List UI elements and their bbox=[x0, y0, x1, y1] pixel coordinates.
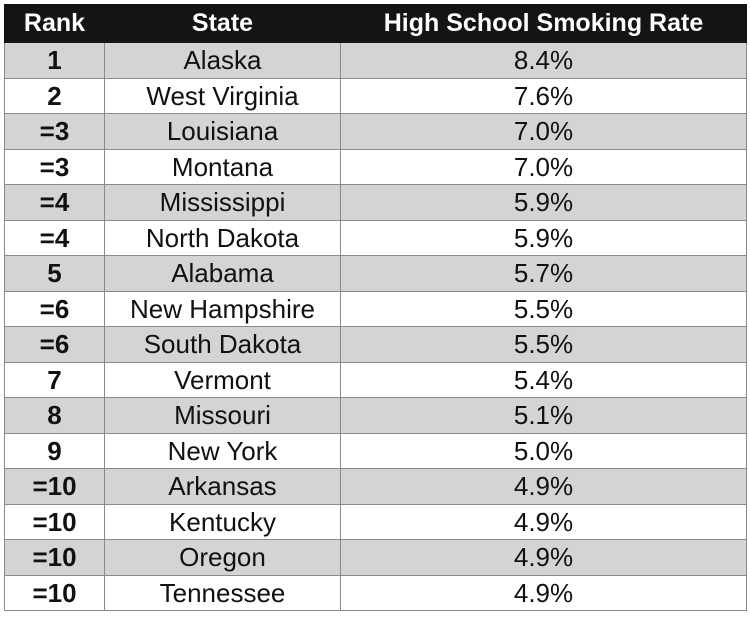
rank-cell: =10 bbox=[4, 539, 105, 576]
column-header: Rank bbox=[4, 4, 105, 43]
table-row: 9 New York 5.0% bbox=[4, 432, 747, 469]
rank-cell: =3 bbox=[4, 113, 105, 150]
table-row: =3 Montana 7.0% bbox=[4, 148, 747, 185]
table-row: =10 Oregon 4.9% bbox=[4, 539, 747, 576]
rate-cell: 5.9% bbox=[340, 219, 747, 256]
table-row: =10 Arkansas 4.9% bbox=[4, 468, 747, 505]
state-cell: Tennessee bbox=[104, 574, 341, 611]
state-cell: North Dakota bbox=[104, 219, 341, 256]
table-row: =6 South Dakota 5.5% bbox=[4, 326, 747, 363]
rate-cell: 4.9% bbox=[340, 468, 747, 505]
table-row: =4 Mississippi 5.9% bbox=[4, 184, 747, 221]
rate-cell: 5.5% bbox=[340, 326, 747, 363]
state-cell: New Hampshire bbox=[104, 290, 341, 327]
rate-cell: 5.5% bbox=[340, 290, 747, 327]
table-row: =4 North Dakota 5.9% bbox=[4, 219, 747, 256]
state-cell: Vermont bbox=[104, 361, 341, 398]
table-row: =10 Kentucky 4.9% bbox=[4, 503, 747, 540]
rank-cell: 1 bbox=[4, 42, 105, 79]
header-row: Rank State High School Smoking Rate bbox=[4, 4, 747, 43]
rate-cell: 7.0% bbox=[340, 148, 747, 185]
rank-cell: 7 bbox=[4, 361, 105, 398]
rate-cell: 5.7% bbox=[340, 255, 747, 292]
state-cell: Alabama bbox=[104, 255, 341, 292]
column-header: High School Smoking Rate bbox=[340, 4, 747, 43]
rate-cell: 7.6% bbox=[340, 77, 747, 114]
state-cell: Arkansas bbox=[104, 468, 341, 505]
state-cell: West Virginia bbox=[104, 77, 341, 114]
rank-cell: 8 bbox=[4, 397, 105, 434]
ranking-table: Rank State High School Smoking Rate 1 Alask… bbox=[4, 4, 747, 611]
table-body: 1 Alaska 8.4% 2 West Virginia 7.6% =3 Louisiana… bbox=[4, 42, 747, 611]
rate-cell: 5.4% bbox=[340, 361, 747, 398]
table-row: =10 Tennessee 4.9% bbox=[4, 574, 747, 611]
table-row: =6 New Hampshire 5.5% bbox=[4, 290, 747, 327]
table-container: Rank State High School Smoking Rate 1 Alask… bbox=[4, 4, 747, 611]
rank-cell: =6 bbox=[4, 326, 105, 363]
state-cell: Oregon bbox=[104, 539, 341, 576]
table-row: 7 Vermont 5.4% bbox=[4, 361, 747, 398]
table-row: 2 West Virginia 7.6% bbox=[4, 77, 747, 114]
state-cell: Alaska bbox=[104, 42, 341, 79]
rate-cell: 5.9% bbox=[340, 184, 747, 221]
state-cell: New York bbox=[104, 432, 341, 469]
table-row: 8 Missouri 5.1% bbox=[4, 397, 747, 434]
state-cell: Louisiana bbox=[104, 113, 341, 150]
rank-cell: =10 bbox=[4, 503, 105, 540]
column-header: State bbox=[104, 4, 341, 43]
table-row: 1 Alaska 8.4% bbox=[4, 42, 747, 79]
rank-cell: =6 bbox=[4, 290, 105, 327]
rate-cell: 8.4% bbox=[340, 42, 747, 79]
rate-cell: 4.9% bbox=[340, 539, 747, 576]
table-row: =3 Louisiana 7.0% bbox=[4, 113, 747, 150]
rank-cell: =3 bbox=[4, 148, 105, 185]
rate-cell: 5.1% bbox=[340, 397, 747, 434]
state-cell: Mississippi bbox=[104, 184, 341, 221]
rank-cell: 5 bbox=[4, 255, 105, 292]
rank-cell: =4 bbox=[4, 184, 105, 221]
state-cell: South Dakota bbox=[104, 326, 341, 363]
state-cell: Missouri bbox=[104, 397, 341, 434]
rank-cell: 2 bbox=[4, 77, 105, 114]
rank-cell: =4 bbox=[4, 219, 105, 256]
state-cell: Kentucky bbox=[104, 503, 341, 540]
rank-cell: =10 bbox=[4, 574, 105, 611]
rate-cell: 7.0% bbox=[340, 113, 747, 150]
rate-cell: 4.9% bbox=[340, 574, 747, 611]
rank-cell: 9 bbox=[4, 432, 105, 469]
table-row: 5 Alabama 5.7% bbox=[4, 255, 747, 292]
state-cell: Montana bbox=[104, 148, 341, 185]
rate-cell: 4.9% bbox=[340, 503, 747, 540]
rate-cell: 5.0% bbox=[340, 432, 747, 469]
rank-cell: =10 bbox=[4, 468, 105, 505]
